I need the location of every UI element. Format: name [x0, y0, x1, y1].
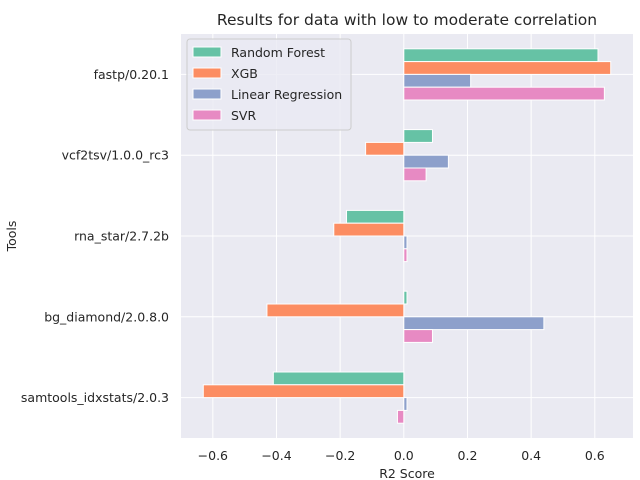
bar-xgb-3: [266, 303, 405, 318]
legend-box: [186, 38, 352, 131]
bar-random-forest-4: [272, 371, 405, 386]
bar-random-forest-3: [403, 290, 408, 305]
legend-label: XGB: [231, 66, 258, 81]
legend-label: Random Forest: [231, 45, 325, 60]
bar-random-forest-1: [403, 129, 433, 143]
y-tick-labels: fastp/0.20.1 vcf2tsv/1.0.0_rc3 rna_star/2.…: [21, 67, 169, 405]
bar-svr-3: [403, 329, 433, 343]
y-tick-label: rna_star/2.7.2b: [74, 229, 169, 244]
legend-swatch: [192, 46, 222, 58]
x-tick-label: −0.4: [261, 448, 291, 463]
x-tick-labels: −0.6 −0.4 −0.2 0.0 0.2 0.4 0.6: [198, 448, 605, 463]
bar-xgb-2: [333, 222, 405, 237]
y-tick-label: fastp/0.20.1: [94, 67, 169, 82]
chart-title: Results for data with low to moderate co…: [217, 11, 597, 29]
legend: Random Forest XGB Linear Regression SVR: [186, 38, 352, 131]
x-tick-label: 0.4: [521, 448, 541, 463]
legend-swatch: [192, 109, 222, 121]
bar-linear-regression-3: [403, 316, 545, 331]
bar-random-forest-2: [346, 209, 405, 224]
bar-svr-1: [403, 167, 427, 182]
bar-svr-4: [396, 409, 405, 424]
y-tick-label: samtools_idxstats/2.0.3: [21, 390, 169, 405]
bar-xgb-0: [403, 61, 612, 75]
x-tick-label: 0.2: [458, 448, 478, 463]
y-axis-label: Tools: [4, 221, 19, 253]
x-tick-label: −0.6: [198, 448, 228, 463]
legend-label: Linear Regression: [231, 87, 342, 102]
bar-svr-0: [403, 86, 605, 101]
bar-random-forest-0: [403, 48, 599, 63]
x-axis-label: R2 Score: [379, 466, 435, 480]
bars: [202, 48, 612, 424]
legend-label: SVR: [231, 108, 256, 123]
bar-xgb-1: [365, 141, 405, 156]
bar-linear-regression-4: [403, 397, 408, 411]
legend-swatch: [192, 67, 222, 79]
bar-linear-regression-0: [403, 73, 472, 88]
bar-linear-regression-2: [403, 235, 408, 250]
y-tick-label: bg_diamond/2.0.8.0: [44, 309, 169, 324]
bar-xgb-4: [202, 384, 405, 399]
bar-svr-2: [403, 248, 408, 263]
bar-linear-regression-1: [403, 154, 449, 169]
x-tick-label: 0.6: [585, 448, 605, 463]
legend-swatch: [192, 88, 222, 100]
x-tick-label: 0.0: [394, 448, 414, 463]
y-tick-label: vcf2tsv/1.0.0_rc3: [62, 148, 169, 163]
x-tick-label: −0.2: [325, 448, 355, 463]
